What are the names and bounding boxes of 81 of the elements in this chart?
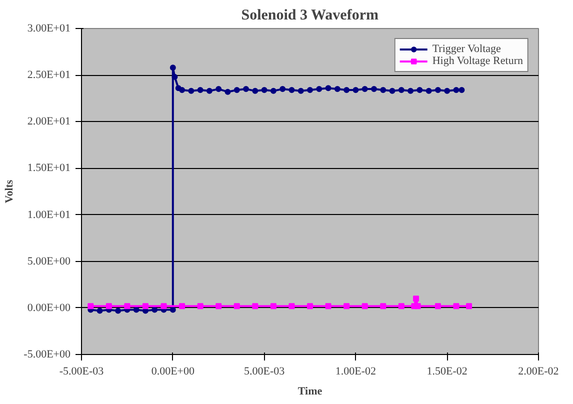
point bbox=[106, 303, 112, 310]
point bbox=[316, 86, 322, 92]
point bbox=[413, 296, 420, 302]
point bbox=[344, 303, 350, 310]
point bbox=[224, 88, 231, 95]
point bbox=[362, 86, 368, 92]
point bbox=[170, 306, 176, 313]
point bbox=[142, 303, 148, 310]
y-axis-title: Volts bbox=[4, 179, 16, 204]
point bbox=[133, 306, 140, 313]
point bbox=[234, 303, 240, 310]
point bbox=[261, 86, 268, 93]
y-tick-label: 5.00E+00 bbox=[27, 255, 71, 268]
point bbox=[380, 303, 386, 310]
y-tick-label: 1.00E+01 bbox=[27, 208, 71, 221]
point bbox=[270, 303, 276, 310]
point bbox=[179, 86, 186, 93]
point bbox=[334, 86, 340, 92]
point bbox=[252, 303, 258, 310]
point bbox=[416, 86, 423, 93]
point bbox=[458, 86, 465, 93]
point bbox=[434, 303, 441, 310]
point bbox=[408, 88, 414, 94]
legend-label: Trigger Voltage bbox=[432, 43, 501, 55]
point bbox=[197, 86, 204, 93]
point bbox=[206, 88, 212, 94]
x-tick-label: -5.00E-03 bbox=[59, 366, 104, 378]
point bbox=[466, 303, 472, 310]
point bbox=[389, 88, 396, 94]
point bbox=[160, 303, 167, 310]
point bbox=[216, 303, 222, 310]
point bbox=[325, 303, 332, 310]
point bbox=[234, 86, 240, 93]
point bbox=[288, 86, 295, 93]
point bbox=[434, 86, 441, 93]
point bbox=[96, 308, 103, 314]
x-tick-label: 0.00E+00 bbox=[151, 366, 195, 378]
y-tick-label: 2.00E+01 bbox=[27, 116, 71, 128]
x-tick-label: 2.00E-02 bbox=[518, 366, 559, 378]
point bbox=[298, 88, 304, 94]
y-tick-label: 0.00E+00 bbox=[27, 302, 71, 314]
point bbox=[398, 303, 404, 310]
legend-label: High Voltage Return bbox=[432, 55, 523, 67]
point bbox=[270, 88, 276, 94]
y-tick-label: 2.50E+01 bbox=[27, 69, 71, 82]
point bbox=[414, 303, 421, 310]
point bbox=[252, 88, 258, 94]
point bbox=[197, 303, 204, 310]
point bbox=[288, 303, 295, 310]
point bbox=[124, 303, 130, 310]
x-tick-label: 1.00E-02 bbox=[335, 366, 376, 378]
point bbox=[380, 86, 386, 93]
point bbox=[426, 88, 432, 94]
point bbox=[325, 85, 332, 92]
point bbox=[152, 306, 158, 313]
point bbox=[453, 86, 460, 93]
x-tick-label: 1.50E-02 bbox=[426, 366, 468, 378]
point bbox=[88, 303, 94, 310]
y-tick-label: 1.50E+01 bbox=[27, 162, 71, 174]
point bbox=[398, 86, 404, 93]
x-tick-label: 5.00E-03 bbox=[244, 366, 286, 378]
point bbox=[307, 303, 313, 310]
point bbox=[172, 74, 178, 80]
point bbox=[307, 86, 313, 93]
point bbox=[280, 86, 286, 92]
point bbox=[370, 86, 377, 92]
point bbox=[243, 86, 250, 92]
y-tick-label: 3.00E+01 bbox=[27, 22, 71, 34]
point bbox=[188, 88, 194, 94]
x-axis-title: Time bbox=[298, 386, 322, 398]
point bbox=[453, 303, 460, 310]
point bbox=[362, 303, 368, 310]
point bbox=[352, 86, 359, 93]
chart-title: Solenoid 3 Waveform bbox=[241, 8, 379, 24]
point bbox=[344, 86, 350, 93]
point bbox=[170, 64, 176, 71]
point bbox=[216, 86, 222, 92]
point bbox=[179, 303, 186, 310]
point bbox=[444, 88, 450, 94]
y-tick-label: -5.00E+00 bbox=[24, 348, 71, 360]
point bbox=[115, 308, 122, 314]
